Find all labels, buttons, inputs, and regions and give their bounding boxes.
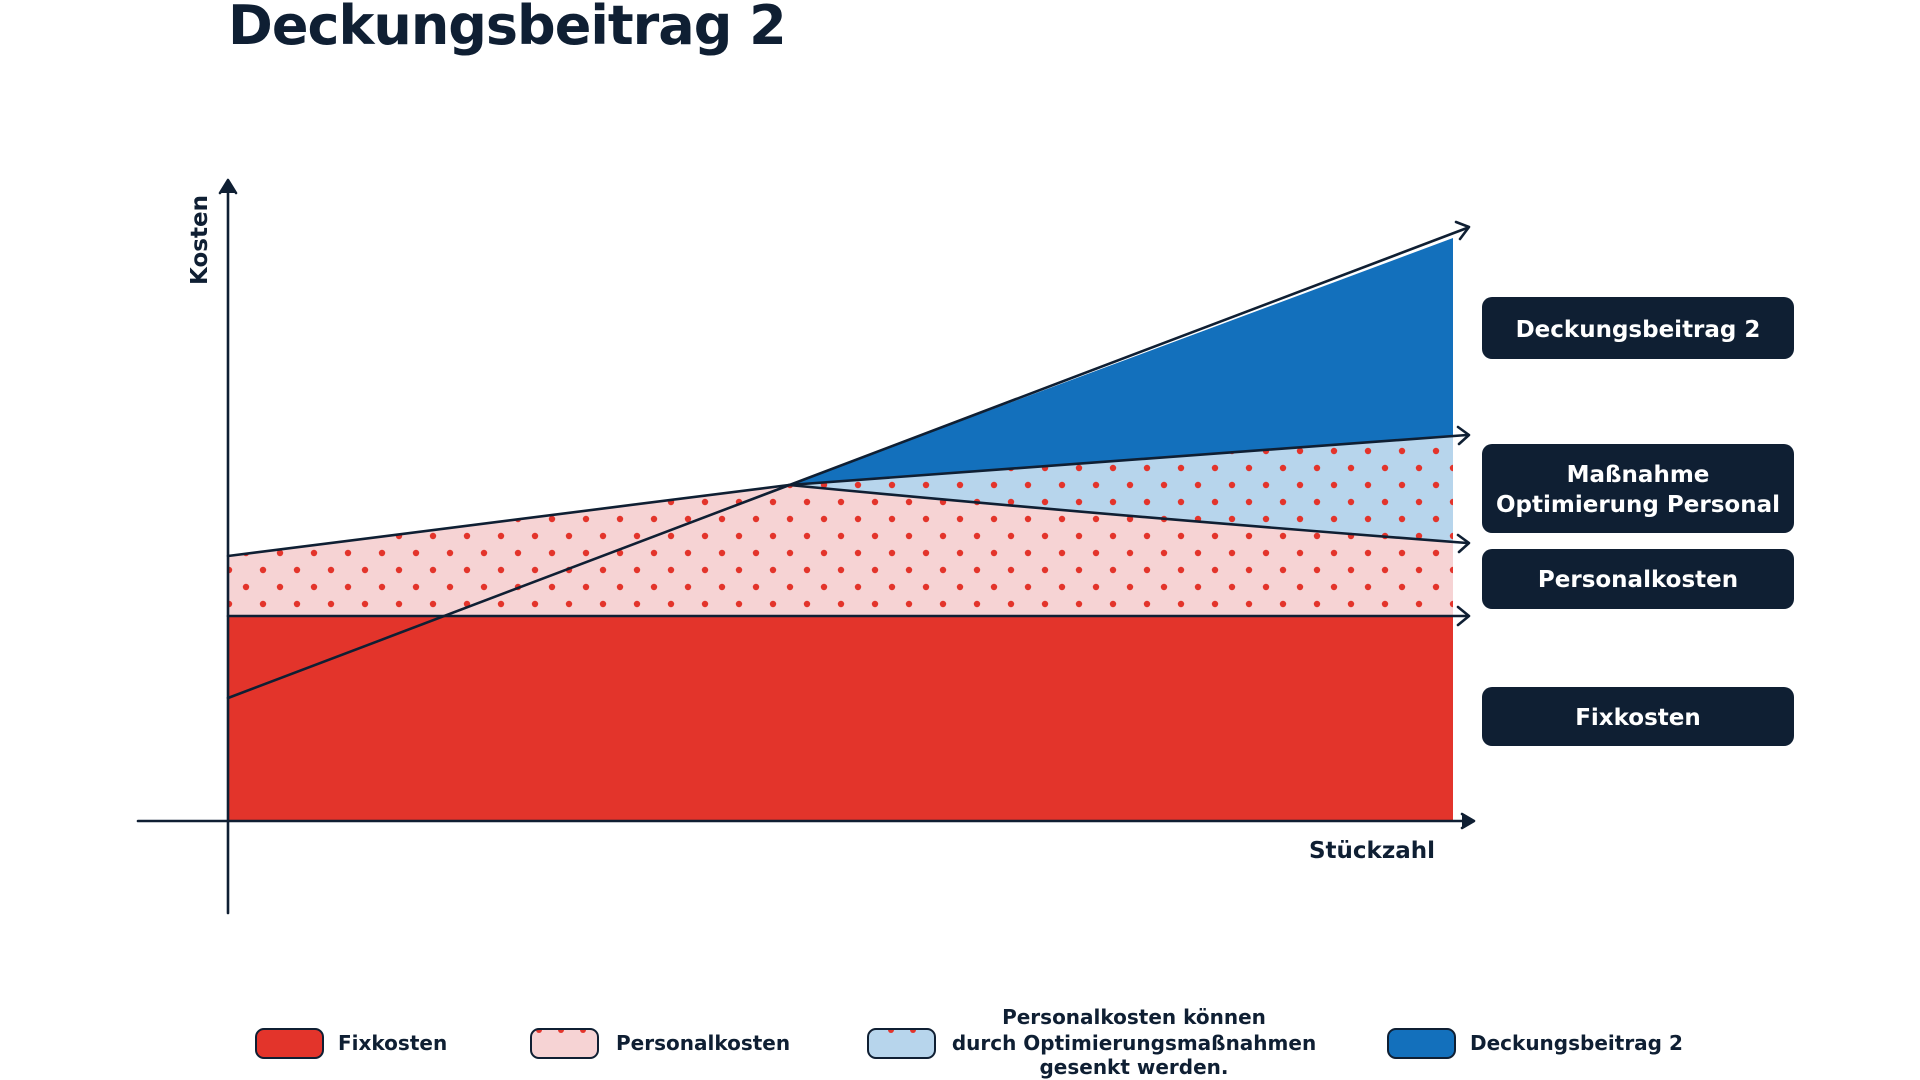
legend-item-optimierung: Personalkosten können durch Optimierungs… <box>867 1005 1316 1079</box>
legend-swatch-deckungsbeitrag <box>1387 1028 1456 1059</box>
fixkosten-area <box>228 616 1453 821</box>
legend-label-optimierung-line1: Personalkosten können <box>1002 1005 1266 1029</box>
label-box-deckungsbeitrag: Deckungsbeitrag 2 <box>1482 297 1794 359</box>
personnel-cost-arrowhead <box>1456 533 1471 554</box>
legend: Fixkosten Personalkosten Personalkosten … <box>255 1005 1683 1079</box>
legend-item-fixkosten: Fixkosten <box>255 1028 447 1059</box>
legend-swatch-fixkosten <box>255 1028 324 1059</box>
legend-item-deckungsbeitrag: Deckungsbeitrag 2 <box>1387 1028 1683 1059</box>
label-box-massnahme-line1: Maßnahme <box>1567 462 1710 488</box>
legend-label-optimierung-line2: durch Optimierungsmaßnahmen <box>952 1031 1316 1055</box>
personnel-cost-curve <box>787 483 1469 545</box>
legend-item-personalkosten: Personalkosten <box>530 1028 790 1059</box>
label-box-fixkosten: Fixkosten <box>1482 687 1794 746</box>
label-box-deckungsbeitrag-text: Deckungsbeitrag 2 <box>1516 317 1761 343</box>
y-axis-arrowhead <box>218 178 238 195</box>
label-box-personalkosten-text: Personalkosten <box>1538 567 1738 593</box>
legend-label-fixkosten: Fixkosten <box>338 1031 447 1055</box>
optimierung-area <box>789 436 1453 542</box>
legend-label-optimierung-line3: gesenkt werden. <box>1039 1055 1228 1079</box>
revenue-arrowhead <box>1454 220 1471 241</box>
label-box-massnahme-line2: Optimierung Personal <box>1496 492 1780 518</box>
label-box-personalkosten: Personalkosten <box>1482 549 1794 609</box>
x-axis-label: Stückzahl <box>1309 838 1435 864</box>
revenue-line <box>226 226 1469 700</box>
total-cost-line-left <box>226 483 791 558</box>
optimized-cost-arrowhead <box>1456 425 1471 446</box>
optimized-cost-line <box>787 433 1469 487</box>
fixed-cost-arrowhead <box>1456 605 1471 627</box>
label-box-fixkosten-text: Fixkosten <box>1575 705 1701 731</box>
page-title: Deckungsbeitrag 2 <box>228 0 787 57</box>
x-axis-arrowhead <box>1460 812 1476 830</box>
legend-swatch-personalkosten <box>530 1028 599 1059</box>
label-box-massnahme: Maßnahme Optimierung Personal <box>1482 444 1794 533</box>
y-axis-label: Kosten <box>187 195 213 285</box>
legend-swatch-optimierung <box>867 1028 936 1059</box>
legend-label-personalkosten: Personalkosten <box>616 1031 790 1055</box>
legend-label-deckungsbeitrag: Deckungsbeitrag 2 <box>1470 1031 1683 1055</box>
